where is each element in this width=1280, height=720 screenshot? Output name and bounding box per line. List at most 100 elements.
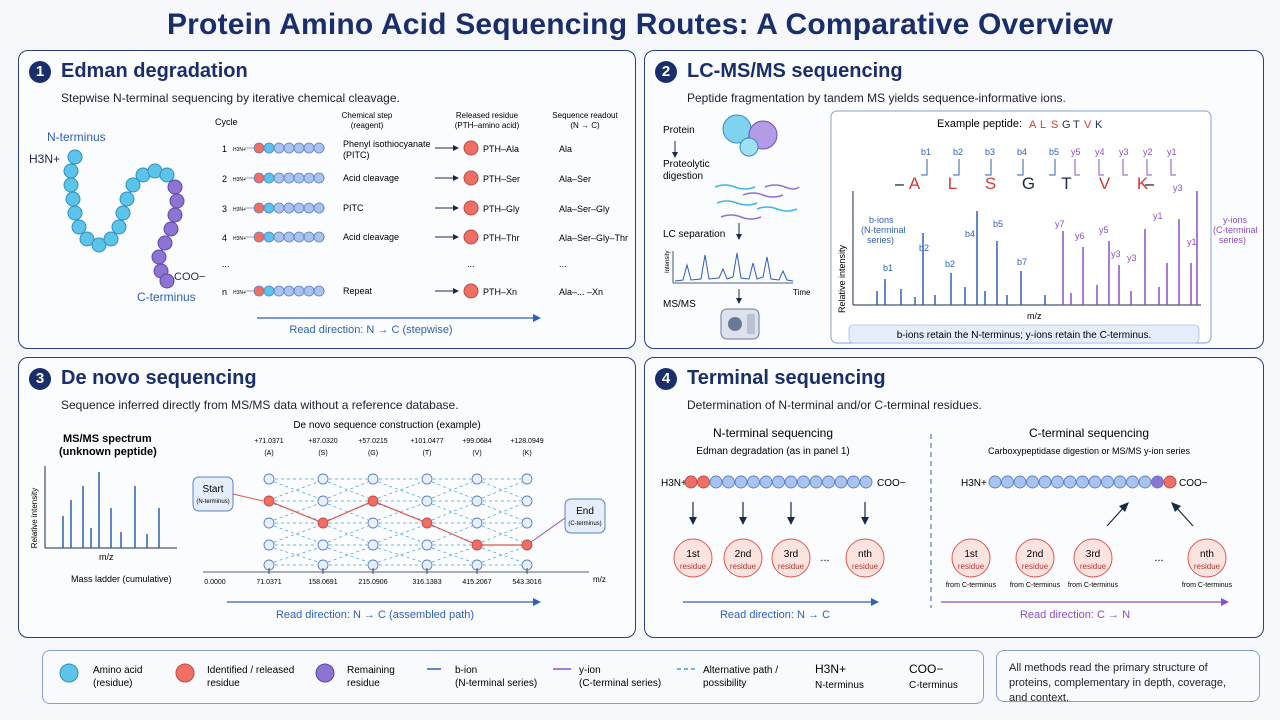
- from-c-label: from C-terminus: [946, 582, 997, 589]
- cyan-residue: [115, 205, 131, 221]
- graph-node: [367, 473, 379, 485]
- delta-mass: +87.0320: [308, 438, 337, 445]
- b-ion-label: b3: [985, 147, 995, 157]
- peak-label: b2: [945, 259, 955, 269]
- mass-ladder-label: Mass ladder (cumulative): [71, 574, 172, 584]
- header-cycle: Cycle: [215, 117, 238, 127]
- ellipsis: ...: [559, 259, 567, 269]
- n-sub: Edman degradation (as in panel 1): [696, 446, 849, 457]
- mini-residue: [303, 172, 315, 184]
- panel-title: De novo sequencing: [61, 367, 257, 389]
- b-ion-label: b2: [953, 147, 963, 157]
- up-arrow-head: [1119, 502, 1129, 512]
- panel-subtitle: Peptide fragmentation by tandem MS yield…: [687, 91, 1066, 105]
- alt-edge: [327, 481, 369, 499]
- path-node: [317, 517, 329, 529]
- cyan-residue: [67, 205, 83, 221]
- mini-residue: [253, 231, 265, 243]
- chromatogram-trace: [674, 252, 794, 282]
- y-ion-label: y5: [1071, 147, 1081, 157]
- graph-node: [521, 473, 533, 485]
- graph-node: [421, 539, 433, 551]
- panel-title: Edman degradation: [61, 60, 248, 82]
- alt-edge: [481, 525, 523, 543]
- cycle-number: 3: [222, 204, 227, 214]
- n-terminus-label: N-terminus: [47, 130, 106, 144]
- alt-edge: [273, 547, 319, 563]
- terminal-dash: –: [895, 176, 904, 193]
- legend-remaining-icon: [315, 663, 335, 683]
- from-c-label: from C-terminus: [1068, 582, 1119, 589]
- y-ions-label2: (C-terminal: [1213, 225, 1258, 235]
- y-cleavage-mark: [1170, 159, 1176, 176]
- peak-label: y1: [1153, 211, 1163, 221]
- alt-edge: [431, 503, 473, 521]
- alt-edge: [431, 481, 473, 499]
- c-residue-ordinal: 2nd: [1027, 549, 1044, 560]
- mini-residue: [273, 285, 285, 297]
- n-chain-residue: [859, 475, 873, 489]
- terminal-diagram: N-terminal sequencing Edman degradation …: [661, 426, 1233, 621]
- delta-residue: (G): [368, 450, 378, 457]
- released-residue-icon: [463, 140, 479, 156]
- b-cleavage-mark: [921, 159, 928, 176]
- fragment-residue: K: [1137, 174, 1149, 193]
- mini-residue: [283, 142, 295, 154]
- legend-n-term: N-terminus: [815, 680, 864, 691]
- n-read-direction: Read direction: N → C: [720, 609, 830, 621]
- n-residue-ordinal: 3rd: [784, 549, 798, 560]
- step-arrow-head: [453, 288, 459, 294]
- purple-residue: [163, 221, 179, 237]
- released-residue-icon: [463, 170, 479, 186]
- n-chain-residue: [734, 475, 748, 489]
- alt-edge: [273, 481, 319, 499]
- spectrum-peaks: b1 b2 b2 b4 b5 b7 y7 y6 y5 y3 y3 y1 y3 y1: [876, 183, 1198, 305]
- path-node: [521, 539, 533, 551]
- construction-title: De novo sequence construction (example): [293, 420, 480, 431]
- delta-residue: (A): [264, 450, 273, 457]
- start-node: [192, 476, 234, 512]
- end-node: [564, 498, 606, 534]
- up-arrow: [1174, 505, 1194, 527]
- ellipsis: ...: [820, 552, 829, 564]
- released-residue: PTH–Ala: [483, 144, 519, 154]
- mini-residue: [293, 142, 305, 154]
- released-residue-icon: [463, 229, 479, 245]
- alt-edge: [327, 547, 369, 563]
- mini-residue: [293, 202, 305, 214]
- path-node: [471, 539, 483, 551]
- peak-label: b4: [965, 229, 975, 239]
- c-residue-circle: [1187, 538, 1227, 578]
- c-chain-residue: [1088, 475, 1102, 489]
- c-residue-circle: [1015, 538, 1055, 578]
- n-chain-residue: [759, 475, 773, 489]
- down-arrow-head: [739, 517, 747, 525]
- b-ions-label: b-ions: [869, 215, 894, 225]
- delta-residue: (T): [423, 450, 432, 457]
- b-ion-label: b5: [1049, 147, 1059, 157]
- released-residue: PTH–Ser: [483, 174, 520, 184]
- cyan-residue: [79, 231, 95, 247]
- down-arrow-head: [689, 517, 697, 525]
- panel-number: 1: [29, 61, 51, 83]
- c-chain-residue: [1063, 475, 1077, 489]
- graph-node: [421, 473, 433, 485]
- header-readout2: (N → C): [570, 121, 600, 130]
- mini-h3n: H3N+: [233, 207, 246, 213]
- ladder-value: 0.0000: [204, 579, 226, 586]
- y-cleavage-mark: [1122, 159, 1128, 176]
- delta-mass: +99.0684: [462, 438, 491, 445]
- y-ions-label: y-ions: [1223, 215, 1248, 225]
- chemical-step: Acid cleavage: [343, 173, 399, 183]
- graph-node: [367, 517, 379, 529]
- b-ions-label3: series): [867, 235, 894, 245]
- graph-node: [317, 495, 329, 507]
- y-cleavage-mark: [1146, 159, 1152, 176]
- released-residue-icon: [463, 283, 479, 299]
- step-arrow-head: [453, 175, 459, 181]
- ladder-value: 215.0906: [358, 579, 387, 586]
- step-msms: MS/MS: [663, 299, 696, 310]
- c-chain-residue: [988, 475, 1002, 489]
- fragment-residue: A: [909, 174, 921, 193]
- header-step: Chemical step: [342, 111, 393, 120]
